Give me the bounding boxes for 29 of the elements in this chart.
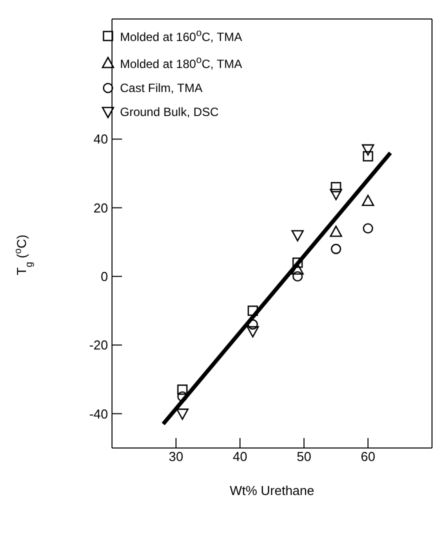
point <box>362 144 374 156</box>
point <box>330 182 342 192</box>
point <box>330 244 342 254</box>
x-tick-label: 50 <box>296 449 312 464</box>
y-tick-label: 40 <box>94 132 108 147</box>
x-tick-label: 60 <box>360 449 376 464</box>
legend-label: Molded at 160$^{o}$C, TMA <box>120 27 242 46</box>
y-tick-label: -40 <box>89 406 108 422</box>
x-axis-title: Wt% Urethane <box>230 483 314 498</box>
point <box>292 271 303 282</box>
legend-label: Ground Bulk, DSC <box>120 104 219 121</box>
point <box>176 408 189 420</box>
legend-label: Cast Film, TMA <box>120 80 202 97</box>
point <box>246 326 259 338</box>
legend-label: Molded at 180$^{o}$C, TMA <box>120 54 242 73</box>
point <box>177 384 188 395</box>
point <box>362 223 374 234</box>
point <box>330 188 342 200</box>
y-tick-label: 20 <box>94 200 108 216</box>
y-tick-label: -20 <box>89 338 108 353</box>
point <box>248 306 258 316</box>
x-tick-label: 30 <box>168 449 184 464</box>
point <box>291 230 304 242</box>
point <box>362 151 374 162</box>
x-tick-label: 40 <box>232 449 248 464</box>
point <box>362 194 374 206</box>
y-tick-label: 0 <box>100 269 108 284</box>
point <box>330 226 342 237</box>
point <box>292 258 303 268</box>
